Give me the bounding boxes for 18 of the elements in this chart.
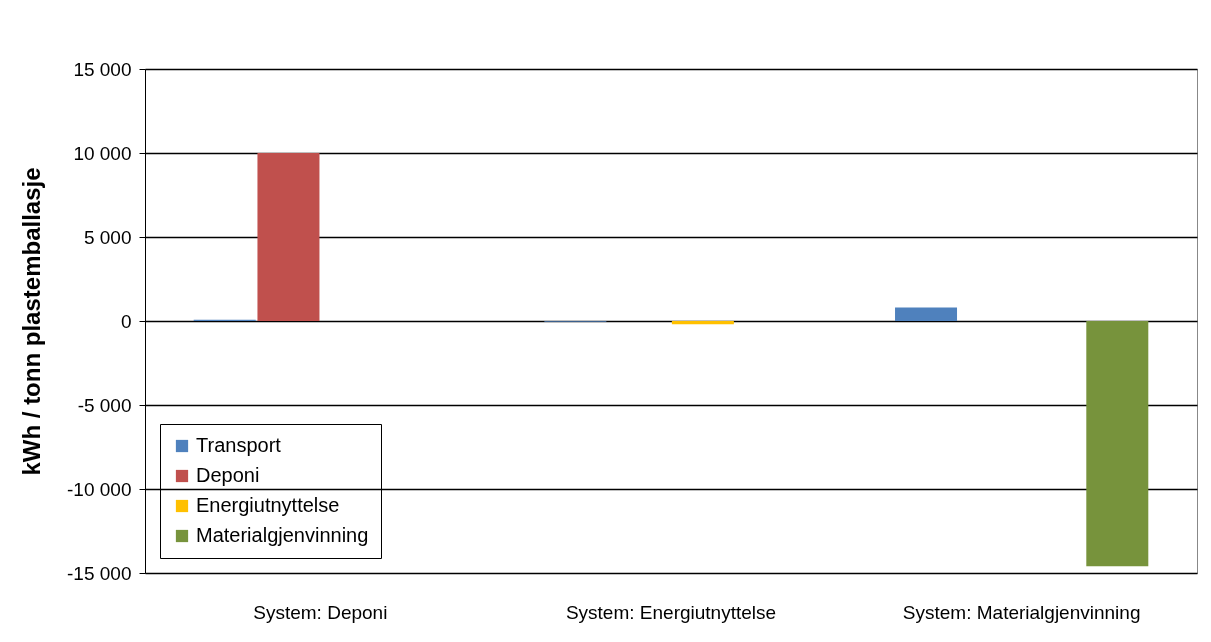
legend-label: Transport	[196, 434, 282, 456]
y-tick-label: -15 000	[67, 562, 132, 584]
y-tick-label: 10 000	[73, 142, 132, 164]
x-tick-label: System: Materialgjenvinning	[902, 601, 1141, 623]
bar	[257, 153, 320, 321]
y-tick-label: 0	[120, 310, 132, 332]
legend-label: Deponi	[196, 464, 260, 486]
y-axis-title: kWh / tonn plastemballasje	[18, 167, 46, 476]
x-tick-label: System: Deponi	[253, 601, 388, 623]
bar	[895, 307, 958, 321]
y-tick-label: -10 000	[67, 478, 132, 500]
x-tick-label: System: Energiutnyttelse	[565, 601, 777, 623]
legend-label: Materialgjenvinning	[196, 524, 369, 546]
legend-label: Energiutnyttelse	[196, 494, 340, 516]
y-tick-label: -5 000	[77, 394, 132, 416]
y-tick-label: 5 000	[83, 226, 132, 248]
y-tick-label: 15 000	[73, 58, 132, 80]
bar	[1086, 321, 1149, 567]
